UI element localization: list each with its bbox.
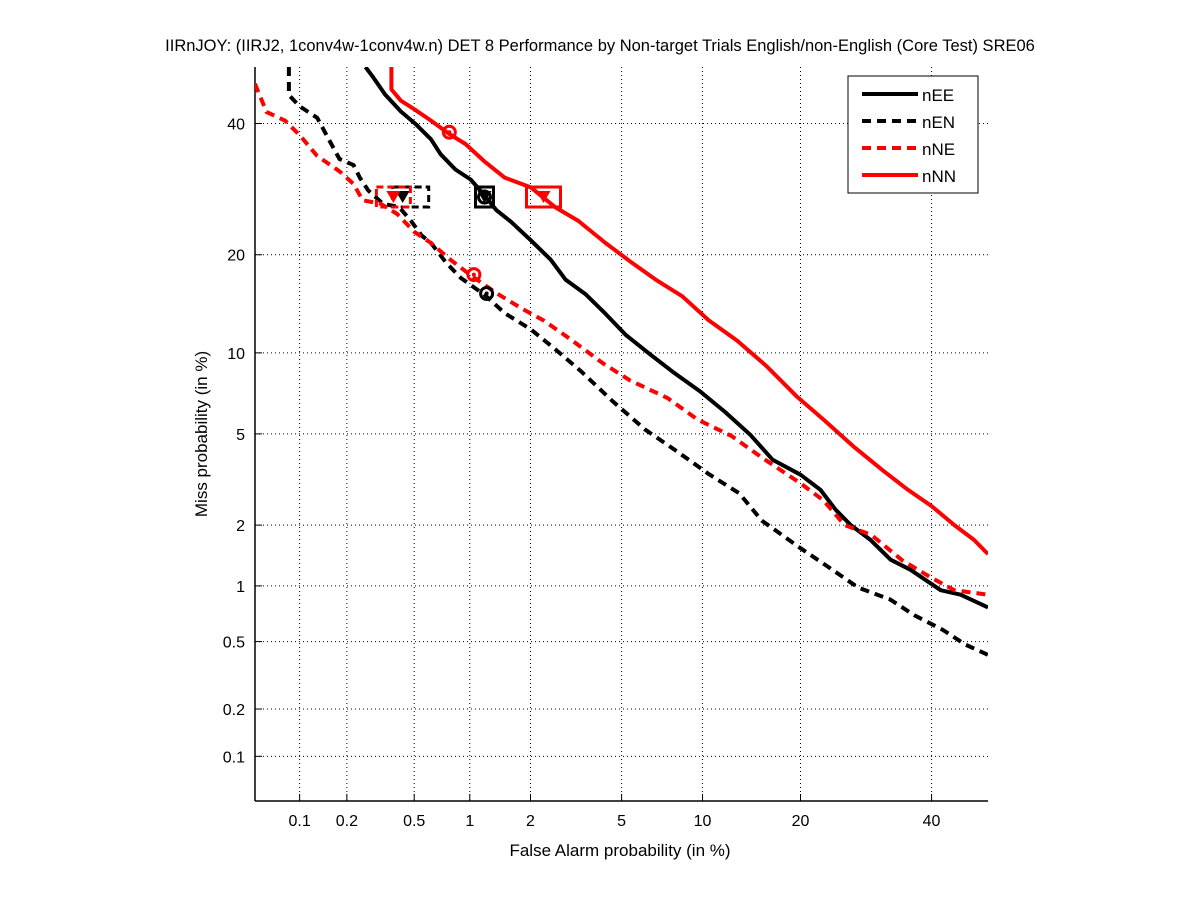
min-dcf-marker-nnn xyxy=(441,124,457,140)
y-tick-label: 40 xyxy=(227,117,245,134)
y-tick-label: 0.1 xyxy=(223,749,245,766)
x-tick-label: 5 xyxy=(617,813,626,830)
actual-dcf-box-nnn xyxy=(525,185,563,209)
legend-label-nnn: nNN xyxy=(922,167,956,186)
series-line-nen xyxy=(286,67,988,657)
actual-dcf-triangle-nee xyxy=(477,191,492,204)
legend-label-nee: nEE xyxy=(922,86,954,105)
series-line-nnn xyxy=(389,67,988,556)
x-ticks: 0.1 0.2 0.5 1 2 5 10 20 40 xyxy=(288,794,941,830)
x-tick-label: 0.2 xyxy=(336,813,358,830)
actual-dcf-triangle-nne xyxy=(386,191,401,204)
x-tick-label: 2 xyxy=(526,813,535,830)
x-tick-label: 0.5 xyxy=(403,813,425,830)
min-dcf-dot-nnn xyxy=(447,130,452,135)
x-tick-label: 10 xyxy=(694,813,712,830)
y-tick-label: 10 xyxy=(227,346,245,363)
x-axis-label: False Alarm probability (in %) xyxy=(509,841,730,860)
y-tick-label: 2 xyxy=(236,518,245,535)
actual-dcf-triangle-nen xyxy=(395,191,410,204)
y-tick-label: 1 xyxy=(236,579,245,596)
min-dcf-dot-nen xyxy=(484,291,489,296)
plot-area xyxy=(255,67,988,657)
y-tick-label: 0.5 xyxy=(223,635,245,652)
chart-title: IIRnJOY: (IIRJ2, 1conv4w-1conv4w.n) DET … xyxy=(165,37,1035,55)
series-line-nne xyxy=(255,83,988,597)
y-axis-label: Miss probability (in %) xyxy=(192,351,211,517)
y-tick-label: 5 xyxy=(236,427,245,444)
x-tick-label: 20 xyxy=(792,813,810,830)
y-tick-label: 20 xyxy=(227,248,245,265)
min-dcf-marker-nen xyxy=(479,285,495,301)
x-tick-label: 0.1 xyxy=(288,813,310,830)
y-tick-label: 0.2 xyxy=(223,702,245,719)
actual-dcf-box-nee xyxy=(473,185,495,209)
min-dcf-marker-nne xyxy=(466,267,482,283)
legend-label-nen: nEN xyxy=(922,113,955,132)
x-tick-label: 40 xyxy=(923,813,941,830)
y-ticks: 0.1 0.2 0.5 1 2 5 10 20 40 xyxy=(223,117,262,766)
legend: nEE nEN nNE nNN xyxy=(847,75,979,194)
actual-dcf-box-nne xyxy=(374,185,412,209)
x-tick-label: 1 xyxy=(465,813,474,830)
min-dcf-dot-nne xyxy=(471,272,476,277)
legend-label-nne: nNE xyxy=(922,140,955,159)
actual-dcf-triangle-nnn xyxy=(536,191,551,204)
